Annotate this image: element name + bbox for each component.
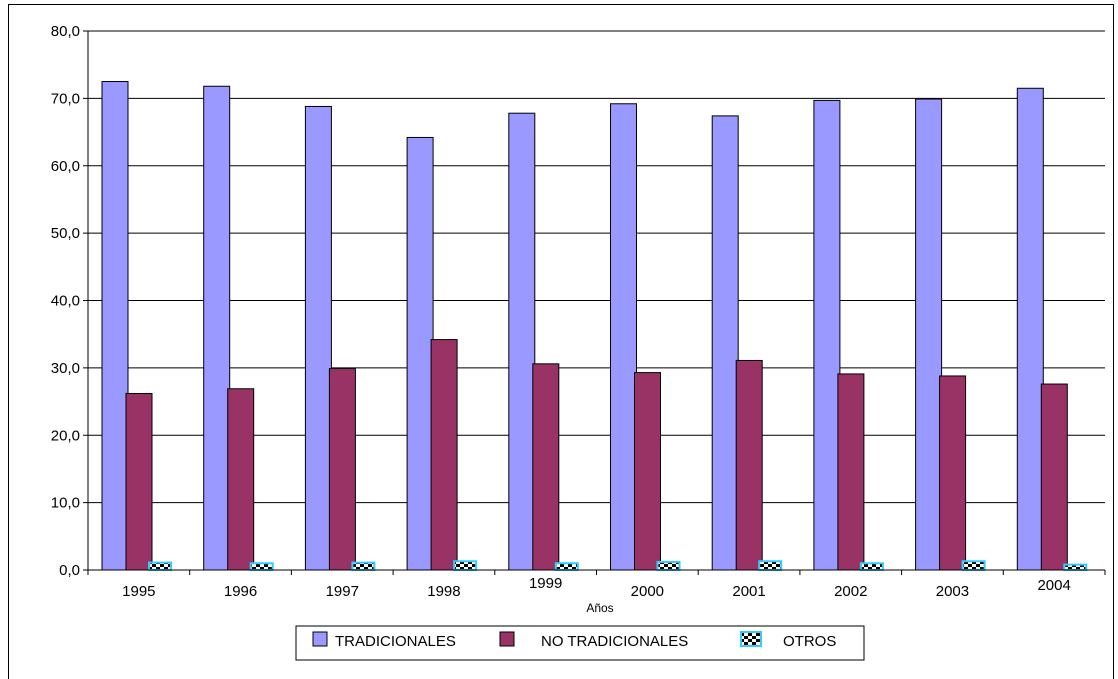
bar-tradicionales-1999 — [508, 112, 536, 571]
x-tick-label-1998: 1998 — [427, 583, 460, 600]
y-tick-label: 0,0 — [59, 562, 80, 579]
x-tick-label-2003: 2003 — [936, 583, 969, 600]
bar-otros-1998 — [453, 560, 478, 572]
axes — [87, 31, 1106, 575]
legend-box — [295, 625, 865, 661]
y-tick-labels: 0,0 10,0 20,0 30,0 40,0 50,0 60,0 70,0 80,0 — [51, 23, 80, 579]
bar-otros-2001 — [758, 560, 783, 572]
bar-no-tradicionales-2002 — [837, 373, 865, 571]
y-tick-label: 70,0 — [51, 90, 80, 107]
bar-tradicionales-1996 — [203, 85, 231, 571]
bars — [101, 81, 1088, 572]
bar-no-tradicionales-1999 — [532, 363, 560, 571]
bar-tradicionales-2003 — [915, 98, 943, 571]
y-tick-label: 30,0 — [51, 360, 80, 377]
bar-no-tradicionales-2000 — [634, 372, 661, 571]
x-tick-label-2001: 2001 — [732, 583, 765, 600]
x-axis-title: Años — [586, 601, 613, 615]
bar-no-tradicionales-1996 — [227, 388, 255, 571]
y-tick-label: 40,0 — [51, 293, 80, 310]
bar-otros-1995 — [148, 561, 172, 571]
y-tick-label: 50,0 — [51, 225, 80, 242]
bar-no-tradicionales-1997 — [328, 368, 356, 571]
bar-otros-1997 — [351, 561, 376, 571]
x-tick-label-1996: 1996 — [224, 583, 257, 600]
legend-swatch-no-tradicionales — [499, 631, 515, 647]
legend-label-otros: OTROS — [783, 633, 836, 650]
bar-tradicionales-2002 — [813, 99, 841, 571]
x-tick-label-2002: 2002 — [834, 583, 867, 600]
x-tick-label-1995: 1995 — [122, 583, 155, 600]
bar-tradicionales-1998 — [406, 136, 434, 571]
bar-no-tradicionales-1998 — [430, 339, 458, 571]
legend: TRADICIONALES NO TRADICIONALES OTROS — [295, 625, 865, 661]
bar-no-tradicionales-1995 — [125, 392, 153, 571]
bar-otros-2002 — [859, 562, 884, 572]
bar-tradicionales-1995 — [101, 81, 129, 571]
x-tick-labels: 1995 1996 1997 1998 1999 2000 2001 2002 2003 2004 — [122, 575, 1071, 600]
bar-otros-2003 — [961, 560, 986, 572]
bar-otros-1996 — [249, 562, 274, 572]
y-tick-label: 10,0 — [51, 495, 80, 512]
x-tick-label-2004: 2004 — [1037, 577, 1070, 594]
bar-tradicionales-2000 — [610, 103, 637, 571]
bar-no-tradicionales-2004 — [1040, 383, 1068, 571]
y-tick-label: 80,0 — [51, 23, 80, 40]
x-tick-label-2000: 2000 — [631, 583, 664, 600]
bar-tradicionales-2001 — [711, 115, 739, 571]
x-tick-label-1999: 1999 — [529, 575, 562, 592]
legend-swatch-tradicionales — [312, 631, 328, 647]
y-tick-label: 60,0 — [51, 158, 80, 175]
legend-label-no-tradicionales: NO TRADICIONALES — [541, 633, 688, 650]
legend-label-tradicionales: TRADICIONALES — [335, 633, 456, 650]
y-tick-label: 20,0 — [51, 427, 80, 444]
legend-swatch-otros — [740, 631, 762, 647]
bar-no-tradicionales-2003 — [939, 375, 967, 571]
bar-no-tradicionales-2001 — [735, 359, 763, 571]
bar-otros-2004 — [1063, 563, 1088, 571]
bar-tradicionales-2004 — [1016, 87, 1044, 571]
bar-otros-1999 — [554, 562, 579, 572]
bar-otros-2000 — [656, 560, 681, 571]
chart-frame — [8, 4, 1114, 679]
x-tick-label-1997: 1997 — [326, 583, 359, 600]
bar-tradicionales-1997 — [304, 105, 332, 571]
